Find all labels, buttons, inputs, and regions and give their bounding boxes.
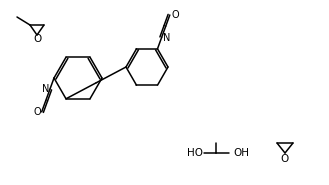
Text: O: O <box>33 34 41 44</box>
Text: HO: HO <box>187 148 203 158</box>
Text: O: O <box>34 107 41 117</box>
Text: O: O <box>281 154 289 164</box>
Text: N: N <box>42 84 50 94</box>
Text: OH: OH <box>233 148 249 158</box>
Text: O: O <box>171 10 179 20</box>
Text: N: N <box>163 33 170 43</box>
